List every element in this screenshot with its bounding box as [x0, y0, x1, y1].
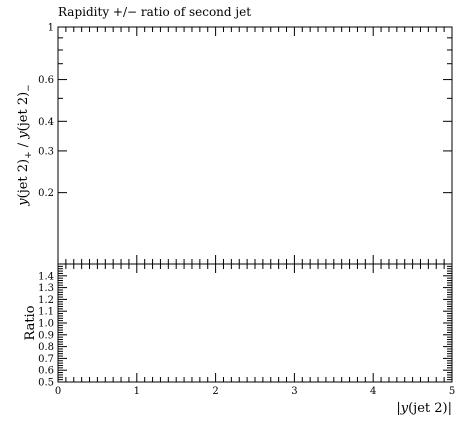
- main-y-tick-label: 0.4: [38, 117, 54, 128]
- xlabel-bar-right: |: [448, 401, 452, 416]
- ylabel-slash: /: [16, 139, 31, 152]
- ratio-y-tick-label: 0.5: [38, 378, 54, 389]
- ratio-y-axis-label: Ratio: [23, 305, 38, 340]
- ylabel-var-2: y: [16, 131, 31, 140]
- ratio-plot-frame: [57, 263, 453, 383]
- xlabel-var: y: [400, 401, 409, 416]
- main-y-tick-label: 0.6: [38, 75, 54, 86]
- ratio-y-tick-label: 0.6: [38, 366, 54, 377]
- ylabel-jet-1: (jet 2): [16, 159, 31, 199]
- xlabel-jet: (jet 2): [408, 401, 448, 416]
- ratio-y-tick-label: 1.2: [38, 295, 54, 306]
- x-tick-label: 4: [370, 386, 376, 397]
- main-y-tick-label: 0.2: [38, 188, 54, 199]
- main-plot-ticks: 1 0.6 0.4 0.3 0.2: [38, 23, 453, 265]
- ratio-y-tick-label: 0.7: [38, 354, 54, 365]
- ratio-y-tick-label: 1.3: [38, 283, 54, 294]
- ylabel-jet-2: (jet 2): [16, 92, 31, 132]
- ratio-plot-ticks: 0 1 2 3 4 5 0.50.60.70.80.91.01.11.21.31.4: [38, 263, 455, 397]
- x-tick-label: 3: [291, 386, 297, 397]
- x-tick-label: 1: [134, 386, 140, 397]
- ratio-y-tick-label: 0.8: [38, 342, 54, 353]
- ratio-y-tick-label: 1.1: [38, 307, 54, 318]
- chart-title: Rapidity +/− ratio of second jet: [58, 5, 251, 19]
- ratio-y-tick-label: 1.4: [38, 271, 54, 282]
- main-y-tick-label: 0.3: [38, 146, 54, 157]
- ratio-y-tick-label: 0.9: [38, 330, 54, 341]
- x-tick-label: 5: [449, 386, 455, 397]
- ylabel-var-1: y: [16, 198, 31, 207]
- xlabel-bar-left: |: [396, 401, 400, 416]
- ylabel-sub-minus: −: [24, 84, 34, 92]
- main-y-tick-label: 1: [48, 23, 54, 34]
- ylabel-sub-plus: +: [24, 151, 34, 159]
- main-plot-frame: [57, 26, 453, 265]
- x-tick-label: 0: [55, 386, 61, 397]
- x-axis-label: |y(jet 2)|: [396, 401, 452, 416]
- ratio-y-tick-label: 1.0: [38, 319, 54, 330]
- x-tick-label: 2: [212, 386, 218, 397]
- main-y-axis-label: y(jet 2)+ / y(jet 2)−: [16, 84, 34, 206]
